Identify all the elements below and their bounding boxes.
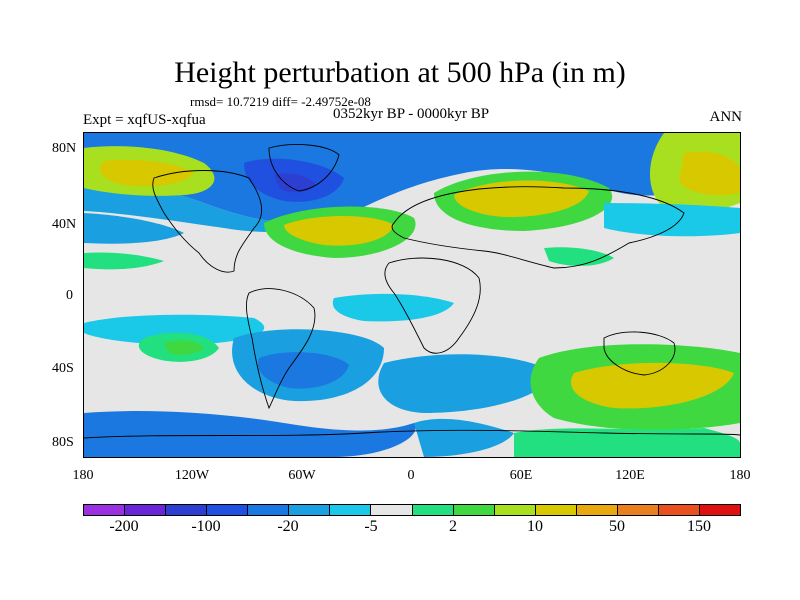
colorbar-swatch bbox=[576, 505, 618, 515]
subtropical-blue-band bbox=[84, 213, 184, 244]
plot-title: Height perturbation at 500 hPa (in m) bbox=[174, 56, 626, 89]
north-pacific-high-core bbox=[100, 159, 194, 187]
north-america-outline bbox=[152, 170, 263, 273]
world-map bbox=[83, 132, 741, 458]
x-tick-60e: 60E bbox=[509, 468, 533, 483]
australia-outline bbox=[603, 331, 676, 376]
y-tick-80s: 80S bbox=[52, 435, 74, 450]
x-tick-120e: 120E bbox=[615, 468, 645, 483]
southern-indian-high-core bbox=[570, 362, 734, 409]
y-tick-0: 0 bbox=[66, 288, 73, 303]
colorbar-swatch bbox=[535, 505, 577, 515]
southern-ocean-blue bbox=[378, 354, 554, 413]
colorbar-swatch bbox=[207, 505, 249, 515]
x-tick-120w: 120W bbox=[174, 468, 210, 483]
antarctica-outline bbox=[84, 429, 740, 439]
stats-line: rmsd= 10.7219 diff= -2.49752e-08 bbox=[190, 94, 371, 109]
colorbar-swatch bbox=[412, 505, 454, 515]
colorbar-swatch bbox=[494, 505, 536, 515]
greenland-core bbox=[274, 173, 316, 193]
colorbar-swatch bbox=[248, 505, 290, 515]
x-tick-0: 0 bbox=[407, 468, 415, 483]
colorbar-label: -5 bbox=[364, 518, 378, 535]
atlantic-ridge-core bbox=[284, 216, 394, 246]
y-tick-40n: 40N bbox=[52, 217, 77, 232]
colorbar-swatch bbox=[84, 505, 126, 515]
colorbar bbox=[83, 504, 741, 516]
y-tick-80n: 80N bbox=[52, 141, 77, 156]
y-tick-40s: 40S bbox=[52, 361, 74, 376]
colorbar-swatch bbox=[617, 505, 659, 515]
period-label: 0352kyr BP - 0000kyr BP bbox=[332, 106, 490, 122]
season-label: ANN bbox=[709, 109, 743, 125]
colorbar-label: 150 bbox=[687, 518, 711, 535]
antarctic-blue bbox=[84, 411, 416, 457]
colorbar-swatch bbox=[699, 505, 740, 515]
antarctic-green bbox=[514, 428, 740, 457]
south-pacific-high-core bbox=[164, 340, 204, 356]
tropical-cyan-patch bbox=[332, 293, 454, 322]
antarctic-light bbox=[414, 418, 514, 457]
colorbar-swatch bbox=[371, 505, 413, 515]
colorbar-label: 50 bbox=[609, 518, 625, 535]
east-asia-green-patch bbox=[544, 247, 614, 266]
arctic-blue-band bbox=[84, 133, 740, 224]
map-field bbox=[84, 133, 740, 457]
eurasia-outline bbox=[391, 186, 685, 269]
experiment-label: Expt = xqfUS-xqfua bbox=[83, 112, 206, 128]
x-tick-60w: 60W bbox=[288, 468, 316, 483]
colorbar-label: -200 bbox=[109, 518, 139, 535]
colorbar-label: -100 bbox=[191, 518, 221, 535]
nw-pacific-high-core bbox=[679, 151, 740, 196]
eurasia-ridge-core bbox=[454, 180, 589, 218]
greenland-outline bbox=[268, 144, 340, 192]
colorbar-label: 10 bbox=[527, 518, 543, 535]
colorbar-swatch bbox=[658, 505, 700, 515]
south-america-outline bbox=[245, 288, 316, 410]
colorbar-swatch bbox=[330, 505, 372, 515]
subtropical-green-patch bbox=[84, 252, 164, 270]
colorbar-label: 2 bbox=[449, 518, 457, 535]
colorbar-swatch bbox=[289, 505, 331, 515]
colorbar-swatch bbox=[166, 505, 208, 515]
colorbar-swatch bbox=[453, 505, 495, 515]
colorbar-label: -20 bbox=[277, 518, 299, 535]
x-tick-180e: 180 bbox=[729, 468, 751, 483]
x-tick-180w: 180 bbox=[72, 468, 94, 483]
subtropical-cyan bbox=[604, 203, 740, 237]
south-atlantic-low-core bbox=[258, 352, 349, 389]
coastlines bbox=[84, 144, 740, 439]
tropical-blue-patch bbox=[84, 314, 265, 345]
africa-outline bbox=[384, 257, 481, 354]
colorbar-swatch bbox=[125, 505, 167, 515]
